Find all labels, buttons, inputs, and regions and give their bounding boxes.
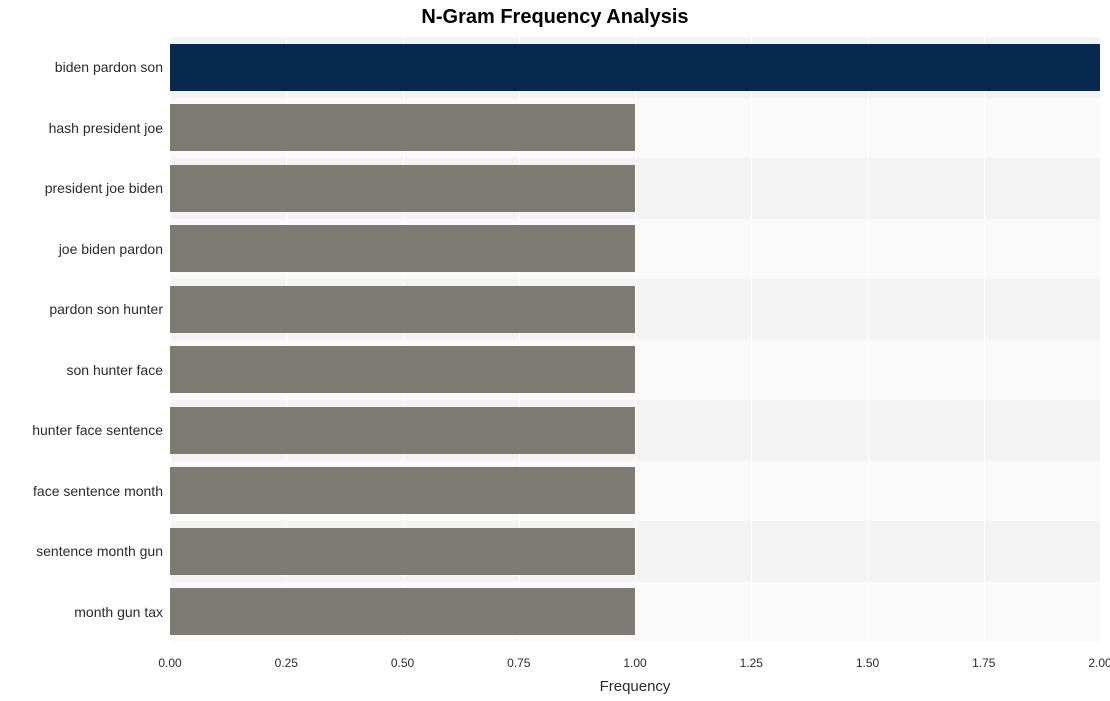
y-tick-label: son hunter face — [66, 362, 163, 378]
x-tick-label: 1.50 — [856, 656, 879, 670]
bar — [170, 104, 635, 151]
x-axis-title: Frequency — [600, 678, 671, 695]
x-tick-label: 1.75 — [972, 656, 995, 670]
y-tick-label: face sentence month — [33, 483, 163, 499]
y-axis-labels: biden pardon son hash president joe presid… — [0, 37, 163, 642]
bar — [170, 467, 635, 514]
grid-vline — [868, 37, 869, 642]
x-tick-label: 0.50 — [391, 656, 414, 670]
y-tick-label: president joe biden — [45, 180, 163, 196]
chart-title: N-Gram Frequency Analysis — [0, 6, 1110, 29]
bar — [170, 407, 635, 454]
x-tick-label: 0.25 — [275, 656, 298, 670]
y-tick-label: sentence month gun — [36, 543, 163, 559]
x-tick-label: 0.00 — [158, 656, 181, 670]
x-tick-label: 2.00 — [1088, 656, 1110, 670]
y-tick-label: pardon son hunter — [49, 301, 163, 317]
bar — [170, 528, 635, 575]
y-tick-label: month gun tax — [74, 604, 163, 620]
bar — [170, 165, 635, 212]
plot-area — [170, 37, 1100, 642]
grid-vline — [1100, 37, 1101, 642]
x-tick-label: 1.00 — [623, 656, 646, 670]
grid-vline — [984, 37, 985, 642]
bar — [170, 225, 635, 272]
y-tick-label: joe biden pardon — [59, 241, 163, 257]
x-tick-label: 0.75 — [507, 656, 530, 670]
x-tick-label: 1.25 — [740, 656, 763, 670]
y-tick-label: hash president joe — [49, 120, 163, 136]
grid-vline — [635, 37, 636, 642]
bar — [170, 588, 635, 635]
y-tick-label: hunter face sentence — [32, 422, 163, 438]
bar — [170, 44, 1100, 91]
ngram-frequency-chart: N-Gram Frequency Analysis biden pardon s… — [0, 0, 1110, 701]
bar — [170, 346, 635, 393]
bar — [170, 286, 635, 333]
y-tick-label: biden pardon son — [55, 59, 163, 75]
grid-vline — [751, 37, 752, 642]
